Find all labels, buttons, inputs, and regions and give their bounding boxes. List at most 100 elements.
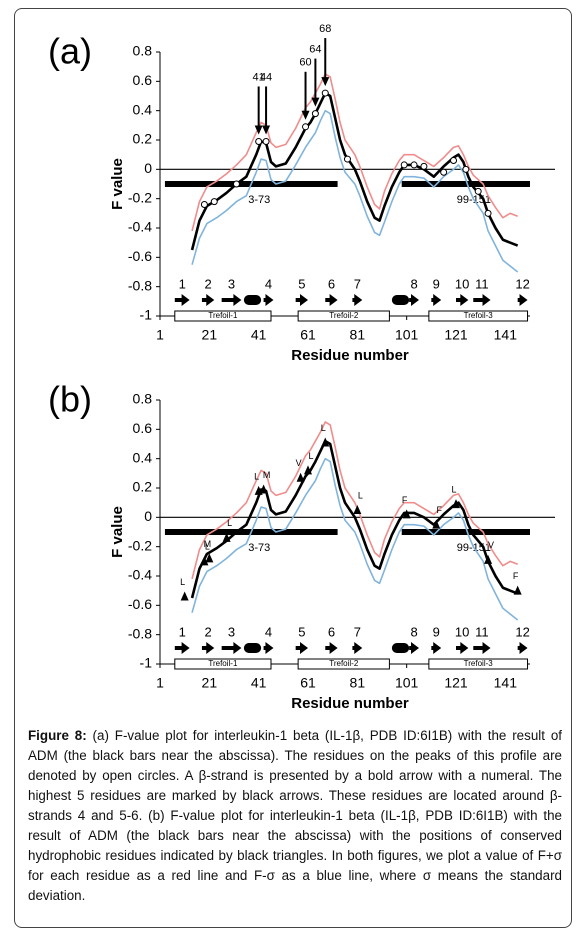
beta-strand	[352, 294, 363, 306]
y-tick-label: -0.8	[128, 277, 152, 293]
beta-strand	[221, 642, 242, 654]
peak-marker	[321, 89, 329, 97]
x-axis-title: Residue number	[291, 347, 409, 364]
figure-frame	[14, 8, 572, 928]
beta-strand	[517, 294, 528, 306]
x-tick-label: 61	[300, 675, 316, 691]
strand-label: 1	[179, 624, 186, 639]
arrow-label: 41	[253, 71, 265, 83]
x-tick-label: 121	[444, 327, 468, 343]
y-tick-label: -0.2	[128, 189, 152, 205]
caption-label: Figure 8:	[28, 728, 87, 743]
strand-label: 2	[204, 624, 211, 639]
hydrophobic-label: F	[402, 495, 408, 505]
peak-marker	[450, 157, 458, 165]
strand-label: 7	[354, 276, 361, 291]
hydrophobic-label: V	[488, 540, 494, 550]
hydrophobic-label: L	[308, 451, 313, 461]
domain-box	[174, 310, 272, 322]
peak-marker	[262, 137, 270, 145]
strand-label: 12	[515, 624, 529, 639]
caption-text: (a) F-value plot for interleukin-1 beta …	[28, 728, 562, 903]
strand-label: 2	[204, 276, 211, 291]
panel-label: (b)	[48, 379, 92, 420]
peak-marker	[440, 168, 448, 176]
series-line	[190, 91, 519, 251]
hydrophobic-marker	[402, 509, 411, 519]
beta-strand	[325, 642, 338, 654]
hydrophobic-marker	[513, 585, 522, 595]
y-tick-label: 0.4	[133, 449, 153, 465]
hydrophobic-label: L	[205, 542, 210, 552]
hydrophobic-marker	[432, 519, 441, 529]
strand-label: 10	[455, 276, 469, 291]
y-tick-label: -0.8	[128, 625, 152, 641]
x-tick-label: 141	[494, 675, 518, 691]
domain-box	[428, 310, 529, 322]
strand-label: 10	[455, 624, 469, 639]
beta-strand	[263, 294, 274, 306]
beta-strand	[473, 294, 491, 306]
beta-strand	[263, 642, 274, 654]
strand-label: 4	[265, 624, 272, 639]
adm-bar-label: 3-73	[248, 194, 270, 206]
x-tick-label: 1	[156, 327, 164, 343]
adm-bar-label: 3-73	[248, 542, 270, 554]
beta-strand	[174, 642, 190, 654]
peak-marker	[420, 162, 428, 170]
x-tick-label: 1	[156, 675, 164, 691]
hydrophobic-marker	[321, 437, 330, 447]
adm-bar	[401, 529, 530, 535]
y-tick-label: 0	[144, 160, 152, 176]
hydrophobic-marker	[180, 591, 189, 601]
helix	[391, 643, 410, 653]
hydrophobic-label: L	[180, 577, 185, 587]
series-line	[190, 439, 519, 599]
y-tick-label: 0.6	[133, 420, 153, 436]
beta-strand	[431, 294, 442, 306]
strand-label: 5	[298, 624, 305, 639]
beta-strand	[295, 642, 308, 654]
x-tick-label: 141	[494, 327, 518, 343]
hydrophobic-label: V	[296, 458, 302, 468]
domain-box	[297, 310, 390, 322]
strand-label: 3	[228, 624, 235, 639]
beta-strand	[201, 294, 215, 306]
beta-strand	[456, 642, 469, 654]
arrow-label: 68	[319, 23, 331, 35]
beta-strand	[409, 294, 419, 306]
peak-marker	[462, 165, 470, 173]
strand-label: 11	[475, 624, 489, 639]
beta-strand	[352, 642, 363, 654]
beta-strand	[201, 642, 215, 654]
strand-label: 4	[265, 276, 272, 291]
domain-box	[174, 658, 272, 670]
beta-strand	[325, 294, 338, 306]
series-line	[191, 457, 519, 621]
x-tick-label: 121	[444, 675, 468, 691]
strand-label: 6	[328, 624, 335, 639]
arrow-head	[311, 97, 320, 107]
strand-label: 6	[328, 276, 335, 291]
hydrophobic-marker	[484, 554, 493, 564]
y-tick-label: 0.8	[133, 43, 153, 59]
y-tick-label: -0.2	[128, 537, 152, 553]
strand-label: 11	[475, 276, 489, 291]
caption: Figure 8: (a) F-value plot for interleuk…	[28, 726, 562, 906]
beta-strand	[295, 294, 308, 306]
arrow-label: 44	[260, 71, 272, 83]
x-tick-label: 21	[202, 675, 218, 691]
hydrophobic-marker	[304, 465, 312, 475]
domain-label: Trefoil-1	[208, 311, 238, 320]
x-tick-label: 21	[202, 327, 218, 343]
peak-marker	[343, 155, 351, 163]
arrow-head	[254, 125, 263, 135]
peak-marker	[311, 110, 319, 118]
domain-label: Trefoil-3	[464, 659, 494, 668]
domain-box	[428, 658, 529, 670]
x-tick-label: 41	[251, 327, 267, 343]
x-tick-label: 101	[395, 675, 419, 691]
strand-label: 3	[228, 276, 235, 291]
panel-label: (a)	[48, 31, 92, 72]
